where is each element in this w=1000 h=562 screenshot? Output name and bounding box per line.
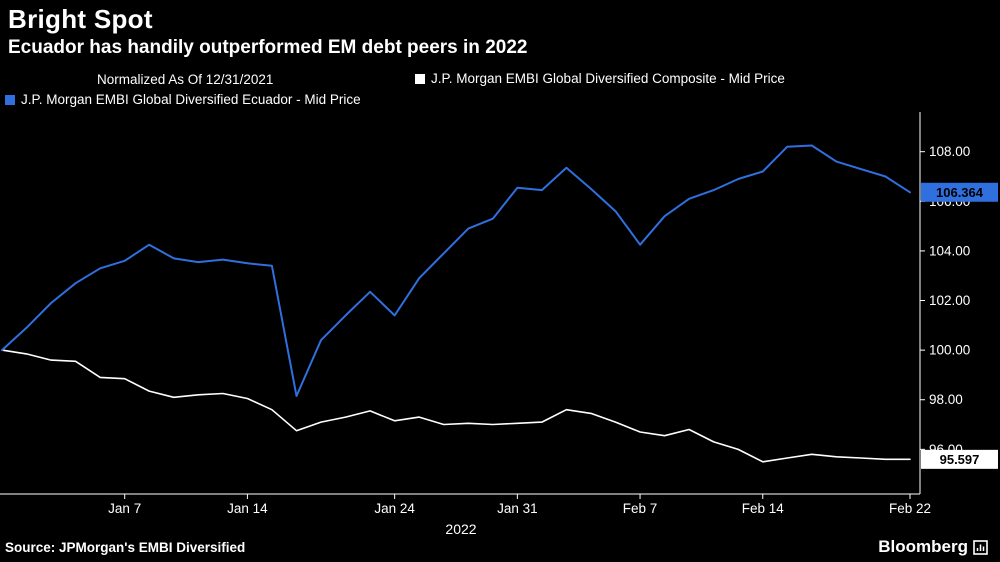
x-axis-year-label: 2022 (445, 521, 476, 537)
page-title: Bright Spot (8, 4, 153, 34)
y-tick-label: 102.00 (929, 293, 970, 308)
ecuador-swatch-icon (5, 94, 15, 105)
bloomberg-wordmark: Bloomberg (878, 537, 968, 556)
legend-item-ecuador: J.P. Morgan EMBI Global Diversified Ecua… (5, 92, 361, 107)
price-badge-ecuador-label: 106.364 (936, 185, 984, 200)
x-tick-label: Feb 14 (742, 501, 785, 516)
page-subtitle: Ecuador has handily outperformed EM debt… (8, 37, 528, 58)
series-composite-line (1, 349, 911, 463)
composite-swatch-icon (415, 73, 425, 84)
legend-ecuador-label: J.P. Morgan EMBI Global Diversified Ecua… (21, 92, 361, 107)
series-ecuador-line (1, 144, 911, 397)
x-tick-label: Feb 22 (889, 501, 931, 516)
y-tick-label: 104.00 (929, 243, 970, 258)
y-tick-label: 98.00 (929, 392, 963, 407)
price-badge-composite (921, 449, 998, 469)
bloomberg-logo: Bloomberg (878, 537, 988, 557)
bloomberg-terminal-icon (973, 539, 988, 555)
normalized-as-of-label: Normalized As Of 12/31/2021 (97, 72, 274, 87)
x-tick-label: Jan 7 (108, 501, 141, 516)
x-tick-label: Jan 14 (227, 501, 268, 516)
legend-item-composite: J.P. Morgan EMBI Global Diversified Comp… (415, 71, 785, 86)
legend-composite-label: J.P. Morgan EMBI Global Diversified Comp… (431, 71, 785, 86)
price-badge-ecuador (921, 182, 998, 202)
x-tick-label: Feb 7 (623, 501, 658, 516)
source-label: Source: JPMorgan's EMBI Diversified (5, 540, 246, 555)
x-tick-label: Jan 31 (497, 501, 538, 516)
price-badge-composite-label: 95.597 (940, 452, 980, 467)
y-tick-label: 108.00 (929, 144, 970, 159)
y-tick-label: 100.00 (929, 343, 970, 358)
x-tick-label: Jan 24 (374, 501, 415, 516)
